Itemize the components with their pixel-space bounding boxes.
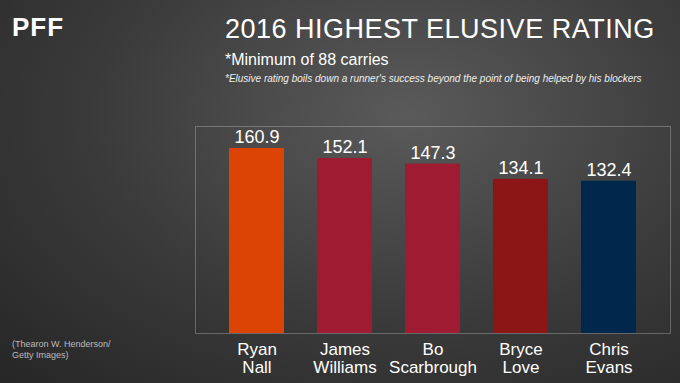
svg-text:147.3: 147.3 [410, 143, 455, 163]
html-text:PFF: PFF [12, 12, 65, 42]
html-text:2016 HIGHEST ELUSIVE RATING: 2016 HIGHEST ELUSIVE RATING [225, 14, 655, 44]
svg-text:134.1: 134.1 [498, 158, 543, 178]
svg-text:152.1: 152.1 [322, 137, 367, 157]
svg-text:ChrisEvans: ChrisEvans [585, 340, 632, 378]
svg-text:132.4: 132.4 [586, 160, 631, 180]
html-text:(Thearon W. Henderson/ Getty I: (Thearon W. Henderson/ Getty Images) [12, 338, 111, 360]
svg-text:BryceLove: BryceLove [499, 340, 542, 378]
svg-text:JamesWilliams: JamesWilliams [313, 340, 376, 378]
svg-text:160.9: 160.9 [234, 127, 279, 147]
svg-text:RyanNall: RyanNall [237, 340, 277, 378]
svg-text:BoScarbrough: BoScarbrough [389, 340, 477, 378]
html-text:*Elusive rating boils down a r: *Elusive rating boils down a runner's su… [225, 73, 642, 84]
html-text:*Minimum of 88 carries: *Minimum of 88 carries [225, 51, 389, 68]
